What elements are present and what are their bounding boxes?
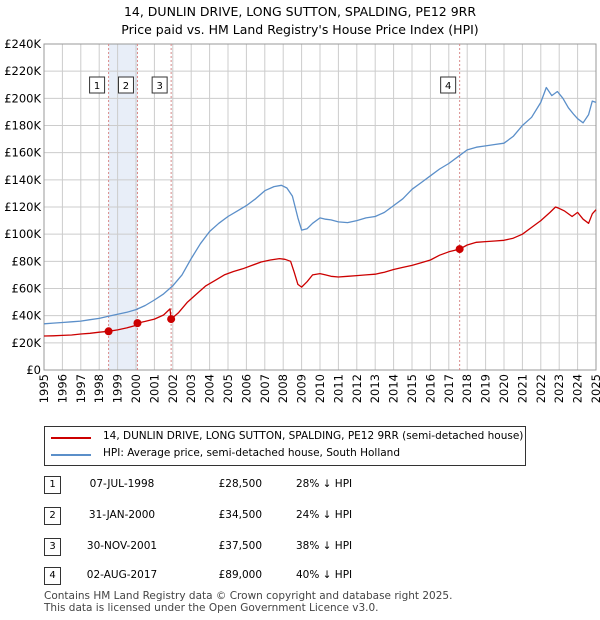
y-tick-label: £240K: [4, 37, 41, 51]
chart-title-line2: Price paid vs. HM Land Registry's House …: [121, 22, 479, 37]
y-tick-label: £80K: [12, 254, 42, 268]
y-tick-label: £200K: [4, 91, 41, 105]
x-tick-label: 2013: [368, 374, 382, 403]
y-tick-label: £60K: [12, 282, 42, 296]
y-tick-label: £20K: [12, 336, 42, 350]
row-hpi-diff: 24% ↓ HPI: [296, 509, 353, 521]
y-tick-label: £140K: [4, 173, 41, 187]
x-tick-label: 1999: [111, 374, 125, 403]
x-tick-label: 2024: [571, 374, 585, 403]
x-tick-label: 2002: [166, 374, 180, 403]
sale-point: [455, 245, 464, 254]
row-price: £37,500: [218, 540, 262, 552]
row-price: £89,000: [218, 569, 262, 581]
x-tick-label: 2015: [405, 374, 419, 403]
x-tick-labels: 1995 1996 1997 1998 1999 2000 2001 2002 2003 2004…: [37, 374, 600, 403]
x-tick-label: 2006: [239, 374, 253, 403]
x-tick-label: 2000: [129, 374, 143, 403]
x-tick-label: 1998: [92, 374, 106, 403]
sale-point: [167, 315, 176, 324]
row-number-badge: 3: [44, 538, 61, 556]
x-tick-label: 1995: [37, 374, 51, 403]
x-tick-label: 2008: [276, 374, 290, 403]
grid: [43, 43, 597, 371]
table-row: 4 02-AUG-2017 £89,000 40% ↓ HPI: [0, 567, 600, 587]
x-tick-label: 2014: [387, 374, 401, 403]
hpi-line: [43, 86, 597, 325]
legend: 14, DUNLIN DRIVE, LONG SUTTON, SPALDING,…: [44, 426, 526, 466]
marker-label-box: [151, 76, 168, 94]
row-number-badge: 1: [44, 476, 61, 494]
row-number-badge: 4: [44, 567, 61, 585]
footer-copyright: Contains HM Land Registry data © Crown c…: [44, 590, 453, 602]
marker-label: 1: [94, 81, 100, 92]
x-tick-label: 2020: [497, 374, 511, 403]
row-date: 31-JAN-2000: [88, 509, 156, 521]
marker-label: 4: [445, 81, 451, 92]
row-date: 02-AUG-2017: [86, 569, 158, 581]
legend-swatch-red: [51, 437, 91, 439]
row-hpi-diff: 28% ↓ HPI: [296, 478, 353, 490]
marker-label: 2: [123, 81, 129, 92]
y-tick-label: £100K: [4, 227, 41, 241]
x-tick-label: 1997: [74, 374, 88, 403]
y-tick-label: £180K: [4, 119, 41, 133]
x-tick-label: 1996: [55, 374, 69, 403]
row-price: £28,500: [218, 478, 262, 490]
row-hpi-diff: 40% ↓ HPI: [296, 569, 353, 581]
y-tick-label: £40K: [12, 309, 42, 323]
x-tick-label: 2012: [350, 374, 364, 403]
x-tick-label: 2005: [221, 374, 235, 403]
series-lines: [43, 86, 597, 337]
row-date: 30-NOV-2001: [86, 540, 158, 552]
x-tick-label: 2017: [442, 374, 456, 403]
x-tick-label: 2025: [589, 374, 600, 403]
x-tick-label: 2004: [203, 374, 217, 403]
legend-label-property: 14, DUNLIN DRIVE, LONG SUTTON, SPALDING,…: [103, 430, 524, 442]
row-number-badge: 2: [44, 507, 61, 525]
x-tick-label: 2011: [331, 374, 345, 403]
marker-label: 3: [156, 81, 162, 92]
price-chart: 1 2 3 4 £0 £20K £40K £60K £80K £100K £120K £140K £1…: [4, 37, 600, 403]
table-row: 3 30-NOV-2001 £37,500 38% ↓ HPI: [0, 538, 600, 558]
marker-label-box: [89, 76, 106, 94]
x-tick-label: 2010: [313, 374, 327, 403]
property-price-line: [43, 206, 597, 337]
row-hpi-diff: 38% ↓ HPI: [296, 540, 353, 552]
marker-label-box: [440, 76, 457, 94]
x-tick-label: 2023: [552, 374, 566, 403]
y-tick-label: £0: [26, 363, 41, 377]
x-tick-label: 2021: [515, 374, 529, 403]
x-tick-label: 2001: [147, 374, 161, 403]
footer-licence: This data is licensed under the Open Gov…: [44, 602, 379, 614]
x-tick-label: 2016: [423, 374, 437, 403]
x-tick-label: 2022: [534, 374, 548, 403]
marker-labels: 1 2 3 4: [89, 76, 457, 94]
sale-point: [133, 319, 142, 328]
x-tick-label: 2003: [184, 374, 198, 403]
table-row: 1 07-JUL-1998 £28,500 28% ↓ HPI: [0, 476, 600, 496]
y-tick-label: £120K: [4, 200, 41, 214]
plot-frame: [43, 43, 597, 371]
marker-label-box: [117, 76, 134, 94]
sale-point: [104, 327, 113, 336]
y-tick-label: £160K: [4, 146, 41, 160]
y-tick-label: £220K: [4, 64, 41, 78]
legend-swatch-blue: [51, 454, 91, 456]
y-tick-labels: £0 £20K £40K £60K £80K £100K £120K £140K £160K £1…: [4, 37, 41, 377]
sale-points: [104, 245, 464, 336]
x-tick-label: 2018: [460, 374, 474, 403]
row-date: 07-JUL-1998: [89, 478, 155, 490]
x-tick-label: 2019: [479, 374, 493, 403]
x-tick-label: 2009: [295, 374, 309, 403]
row-price: £34,500: [218, 509, 262, 521]
chart-title-line1: 14, DUNLIN DRIVE, LONG SUTTON, SPALDING,…: [123, 4, 477, 19]
legend-label-hpi: HPI: Average price, semi-detached house,…: [103, 447, 400, 459]
x-tick-label: 2007: [258, 374, 272, 403]
table-row: 2 31-JAN-2000 £34,500 24% ↓ HPI: [0, 507, 600, 527]
